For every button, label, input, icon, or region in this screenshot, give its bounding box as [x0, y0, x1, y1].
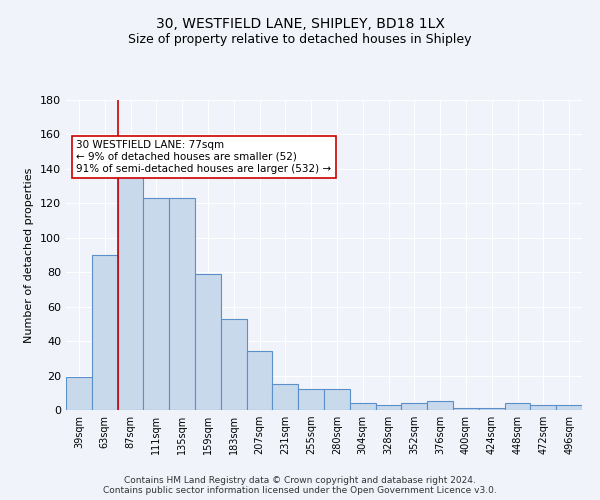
Bar — [350, 403, 376, 410]
Bar — [556, 405, 582, 410]
Bar — [118, 170, 143, 410]
Bar — [298, 390, 324, 410]
Bar — [505, 403, 530, 410]
Bar — [221, 318, 247, 410]
Bar — [66, 378, 92, 410]
Bar — [401, 403, 427, 410]
Bar — [479, 408, 505, 410]
Bar — [272, 384, 298, 410]
Bar — [92, 255, 118, 410]
Text: 30, WESTFIELD LANE, SHIPLEY, BD18 1LX: 30, WESTFIELD LANE, SHIPLEY, BD18 1LX — [155, 18, 445, 32]
Bar — [143, 198, 169, 410]
Text: Contains HM Land Registry data © Crown copyright and database right 2024.
Contai: Contains HM Land Registry data © Crown c… — [103, 476, 497, 495]
Bar — [453, 408, 479, 410]
Bar — [247, 352, 272, 410]
Bar — [195, 274, 221, 410]
Y-axis label: Number of detached properties: Number of detached properties — [25, 168, 34, 342]
Bar — [530, 405, 556, 410]
Bar — [376, 405, 401, 410]
Bar — [169, 198, 195, 410]
Bar — [427, 402, 453, 410]
Text: Size of property relative to detached houses in Shipley: Size of property relative to detached ho… — [128, 32, 472, 46]
Text: 30 WESTFIELD LANE: 77sqm
← 9% of detached houses are smaller (52)
91% of semi-de: 30 WESTFIELD LANE: 77sqm ← 9% of detache… — [76, 140, 331, 173]
Bar — [324, 390, 350, 410]
